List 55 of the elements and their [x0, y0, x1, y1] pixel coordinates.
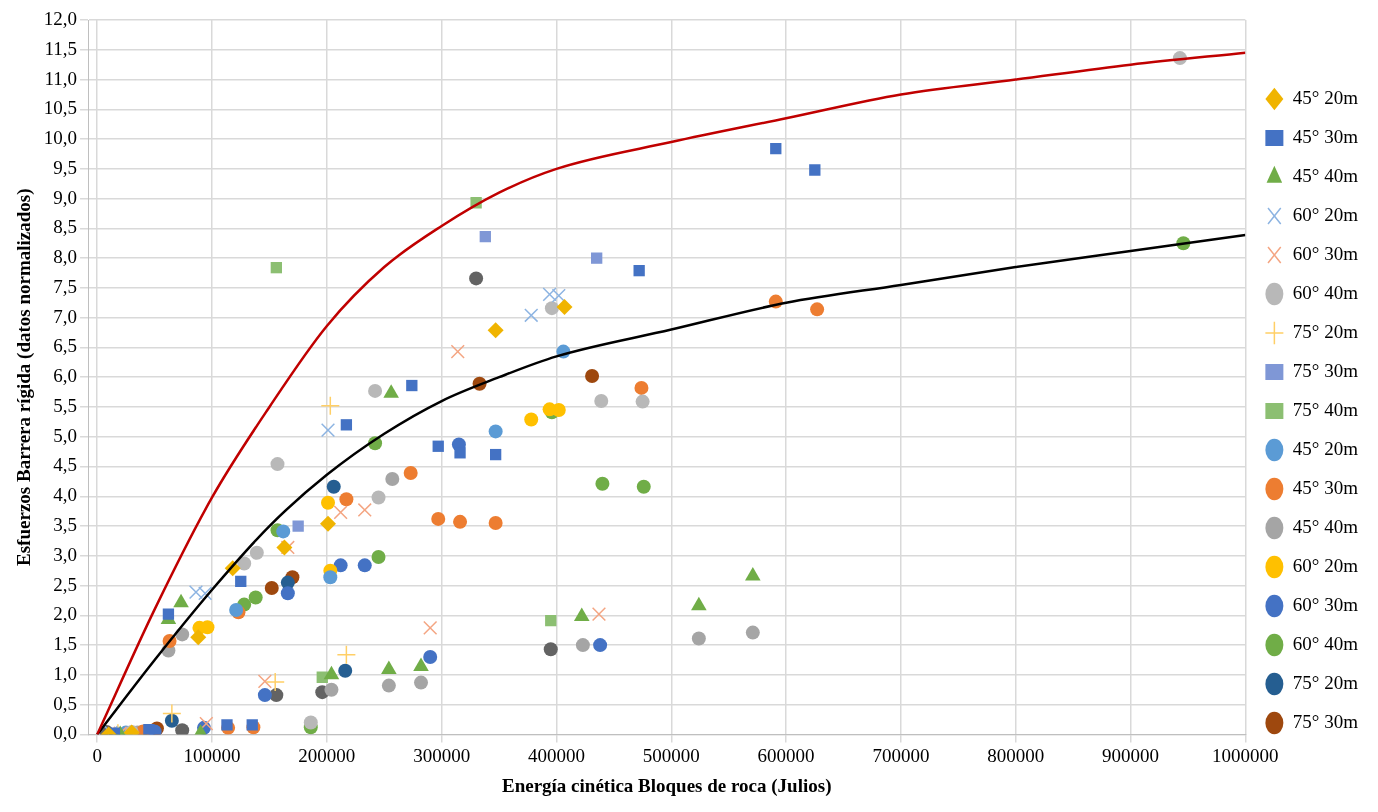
y-axis-title: Esfuerzos Barrera rígida (datos normalizados) [13, 188, 36, 566]
y-tick-label: 4,0 [53, 484, 78, 506]
legend-label: 45° 30m [1292, 476, 1359, 498]
y-tick-label: 8,0 [53, 246, 78, 268]
y-tick-label: 5,0 [53, 424, 78, 446]
y-tick-label: 12,0 [43, 7, 78, 29]
legend-label: 45° 30m [1292, 125, 1359, 147]
y-tick-label: 9,0 [53, 186, 78, 208]
legend-label: 60° 40m [1292, 281, 1359, 303]
y-tick-label: 7,0 [53, 305, 78, 327]
legend-label: 60° 20m [1292, 554, 1359, 576]
x-tick-label: 600000 [757, 744, 815, 766]
legend-label: 60° 30m [1292, 593, 1359, 615]
legend-label: 60° 30m [1292, 242, 1359, 264]
x-tick-label: 1000000 [1212, 744, 1279, 766]
y-tick-label: 6,0 [53, 365, 78, 387]
y-tick-label: 6,5 [53, 335, 78, 357]
x-tick-label: 500000 [642, 744, 700, 766]
legend-label: 45° 40m [1292, 515, 1359, 537]
x-tick-label: 300000 [413, 744, 471, 766]
legend-label: 75° 30m [1292, 710, 1359, 732]
legend-label: 45° 40m [1292, 164, 1359, 186]
y-tick-label: 2,5 [53, 573, 78, 595]
y-tick-label: 5,5 [53, 394, 78, 416]
y-tick-label: 7,5 [53, 275, 78, 297]
x-tick-label: 100000 [183, 744, 241, 766]
y-tick-label: 0,0 [53, 722, 78, 744]
y-tick-label: 2,0 [53, 603, 78, 625]
legend-label: 75° 20m [1292, 671, 1359, 693]
legend-label: 75° 20m [1292, 320, 1359, 342]
y-tick-label: 4,5 [53, 454, 78, 476]
legend-label: 75° 30m [1292, 359, 1359, 381]
x-tick-label: 900000 [1102, 744, 1160, 766]
legend-label: 60° 40m [1292, 632, 1359, 654]
y-tick-label: 11,5 [44, 37, 78, 59]
x-tick-label: 200000 [298, 744, 356, 766]
x-axis-title: Energía cinética Bloques de roca (Julios) [501, 774, 832, 797]
legend-label: 45° 20m [1292, 437, 1359, 459]
y-tick-label: 3,0 [53, 543, 78, 565]
y-tick-label: 0,5 [53, 692, 78, 714]
y-tick-label: 8,5 [53, 216, 78, 238]
x-tick-label: 700000 [872, 744, 930, 766]
y-tick-label: 1,5 [53, 633, 78, 655]
x-tick-label: 800000 [987, 744, 1045, 766]
x-tick-label: 400000 [527, 744, 585, 766]
y-tick-label: 1,0 [53, 662, 78, 684]
legend-label: 45° 20m [1292, 86, 1359, 108]
x-tick-label: 0 [92, 744, 102, 766]
legend-label: 60° 20m [1292, 203, 1359, 225]
y-tick-label: 9,5 [53, 156, 78, 178]
y-tick-label: 11,0 [44, 67, 78, 89]
y-tick-label: 10,5 [43, 97, 78, 119]
y-tick-label: 3,5 [53, 514, 78, 536]
y-tick-label: 10,0 [43, 127, 78, 149]
legend-label: 75° 40m [1292, 398, 1359, 420]
